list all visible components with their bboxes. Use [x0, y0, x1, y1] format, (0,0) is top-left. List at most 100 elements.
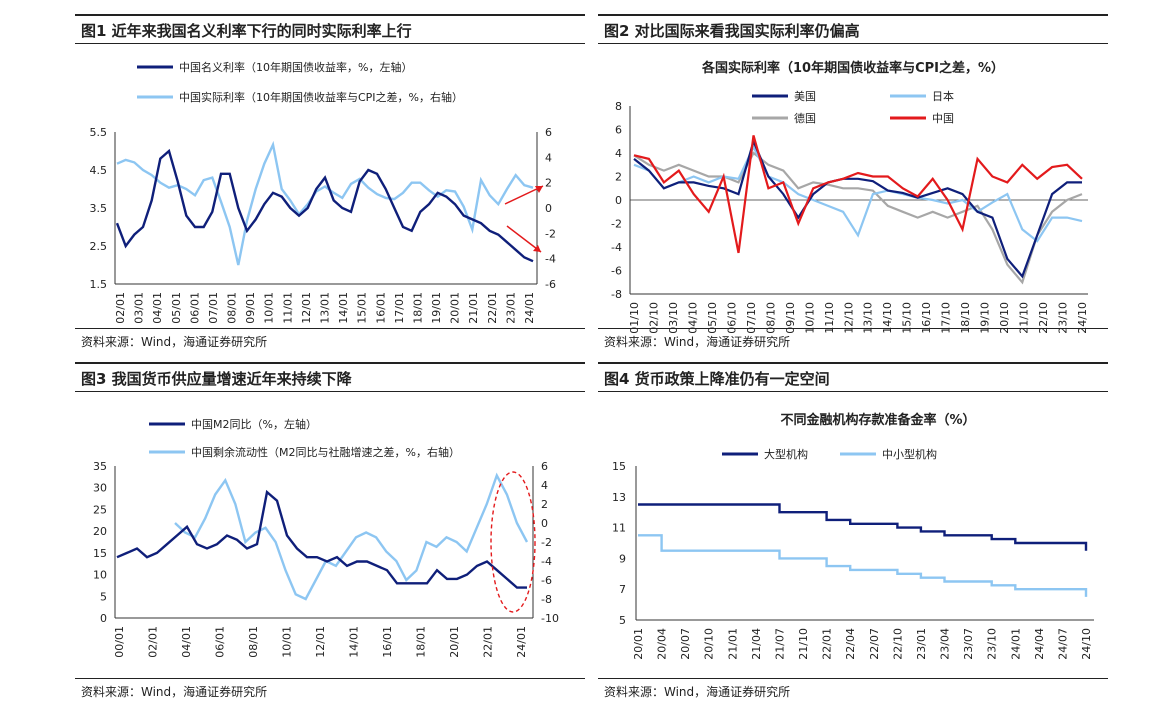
legend-label: 日本: [932, 89, 954, 103]
x-tick-label: 18/01: [411, 292, 424, 324]
x-tick-label: 12/10: [842, 302, 855, 334]
x-tick-label: 17/10: [940, 302, 953, 334]
y-tick-label: 2: [615, 171, 622, 184]
x-tick-label: 24/10: [1080, 628, 1093, 660]
series-line-m2: [116, 489, 527, 589]
legend-label: 中国: [932, 112, 954, 125]
x-tick-label: 14/01: [337, 292, 350, 324]
x-tick-label: 04/01: [180, 626, 193, 658]
x-tick-label: 23/07: [962, 628, 975, 660]
legend-label: 中国M2同比（%，左轴）: [191, 417, 317, 431]
y-tick-label: 30: [93, 482, 107, 495]
source-note: 资料来源：Wind，海通证券研究所: [598, 678, 1108, 704]
x-tick-label: 11/10: [823, 302, 836, 334]
x-tick-label: 02/01: [114, 292, 127, 324]
x-tick-label: 10/01: [281, 626, 294, 658]
x-tick-label: 09/10: [784, 302, 797, 334]
x-tick-label: 21/04: [750, 628, 763, 660]
x-tick-label: 15/10: [901, 302, 914, 334]
x-tick-label: 21/10: [1018, 302, 1031, 334]
x-tick-label: 20/01: [632, 628, 645, 660]
x-tick-label: 01/10: [628, 302, 641, 334]
x-tick-label: 14/01: [348, 626, 361, 658]
y-tick-label: 5: [100, 590, 107, 603]
y-tick-label: 11: [612, 522, 626, 535]
legend-label: 中国实际利率（10年期国债收益率与CPI之差，%，右轴）: [179, 90, 463, 104]
y-tick-label: 4: [541, 479, 548, 492]
x-tick-label: 08/01: [247, 626, 260, 658]
source-note: 资料来源：Wind，海通证券研究所: [75, 328, 585, 354]
x-tick-label: 02/01: [147, 626, 160, 658]
series-line-real-rate: [116, 140, 534, 266]
x-tick-label: 20/10: [998, 302, 1011, 334]
chart-title: 不同金融机构存款准备金率（%）: [780, 412, 975, 428]
y-tick-label: 15: [93, 547, 107, 560]
x-tick-label: 13/01: [319, 292, 332, 324]
panel-title: 图3 我国货币供应量增速近年来持续下降: [75, 362, 585, 392]
legend-label: 美国: [794, 90, 816, 103]
y-tick-label: 3.5: [90, 202, 108, 215]
x-tick-label: 07/10: [745, 302, 758, 334]
y-tick-label: 2: [541, 498, 548, 511]
y-tick-label: 9: [619, 552, 626, 565]
x-tick-label: 05/10: [706, 302, 719, 334]
x-tick-label: 08/10: [764, 302, 777, 334]
x-tick-label: 23/10: [986, 628, 999, 660]
x-tick-label: 11/01: [281, 292, 294, 324]
y-tick-label: 0: [615, 194, 622, 207]
arrowhead-up: [535, 186, 543, 193]
series-line-germany: [633, 151, 1083, 285]
panel-title: 图1 近年来我国名义利率下行的同时实际利率上行: [75, 14, 585, 44]
x-tick-label: 21/07: [773, 628, 786, 660]
x-tick-label: 21/01: [726, 628, 739, 660]
series-line-japan: [633, 144, 1083, 243]
x-tick-label: 00/01: [113, 626, 126, 658]
x-tick-label: 24/01: [1009, 628, 1022, 660]
y-tick-label: 0: [545, 202, 552, 215]
x-tick-label: 04/01: [151, 292, 164, 324]
y-tick-label: 7: [619, 583, 626, 596]
y-tick-label: -4: [611, 241, 622, 254]
y-tick-label: -2: [545, 227, 556, 240]
x-tick-label: 24/01: [515, 626, 528, 658]
x-tick-label: 05/01: [170, 292, 183, 324]
x-tick-label: 21/01: [467, 292, 480, 324]
source-note: 资料来源：Wind，海通证券研究所: [598, 328, 1108, 354]
y-tick-label: 6: [545, 126, 552, 139]
x-tick-label: 03/10: [667, 302, 680, 334]
x-tick-label: 19/10: [979, 302, 992, 334]
y-tick-label: 13: [612, 491, 626, 504]
x-tick-label: 24/10: [1076, 302, 1089, 334]
series-line-china: [633, 135, 1083, 254]
x-tick-label: 08/01: [226, 292, 239, 324]
x-tick-label: 10/10: [803, 302, 816, 334]
x-tick-label: 18/01: [415, 626, 428, 658]
x-tick-label: 12/01: [300, 292, 313, 324]
x-tick-label: 04/10: [686, 302, 699, 334]
panel-fig4: 图4 货币政策上降准仍有一定空间 不同金融机构存款准备金率（%） 大型机构 中小型机…: [598, 362, 1108, 707]
y-tick-label: 20: [93, 525, 107, 538]
x-tick-label: 06/10: [725, 302, 738, 334]
x-tick-label: 16/01: [374, 292, 387, 324]
x-tick-label: 06/01: [214, 626, 227, 658]
x-tick-label: 20/10: [703, 628, 716, 660]
x-tick-label: 18/10: [959, 302, 972, 334]
source-note: 资料来源：Wind，海通证券研究所: [75, 678, 585, 704]
series-line-nominal-rate: [115, 148, 534, 263]
y-tick-label: -6: [611, 265, 622, 278]
y-tick-label: 25: [93, 503, 107, 516]
y-tick-label: -6: [545, 278, 556, 291]
y-tick-label: 5: [619, 614, 626, 627]
y-tick-label: -8: [611, 288, 622, 301]
x-tick-label: 22/04: [844, 628, 857, 660]
y-tick-label: -2: [611, 218, 622, 231]
x-tick-label: 16/10: [920, 302, 933, 334]
x-tick-label: 09/01: [244, 292, 257, 324]
x-tick-label: 19/01: [430, 292, 443, 324]
legend-label: 中国名义利率（10年期国债收益率，%，左轴）: [179, 60, 412, 74]
x-tick-label: 24/07: [1056, 628, 1069, 660]
y-tick-label: -8: [541, 593, 552, 606]
y-tick-label: 0: [100, 612, 107, 625]
x-tick-label: 24/04: [1033, 628, 1046, 660]
x-tick-label: 10/01: [263, 292, 276, 324]
